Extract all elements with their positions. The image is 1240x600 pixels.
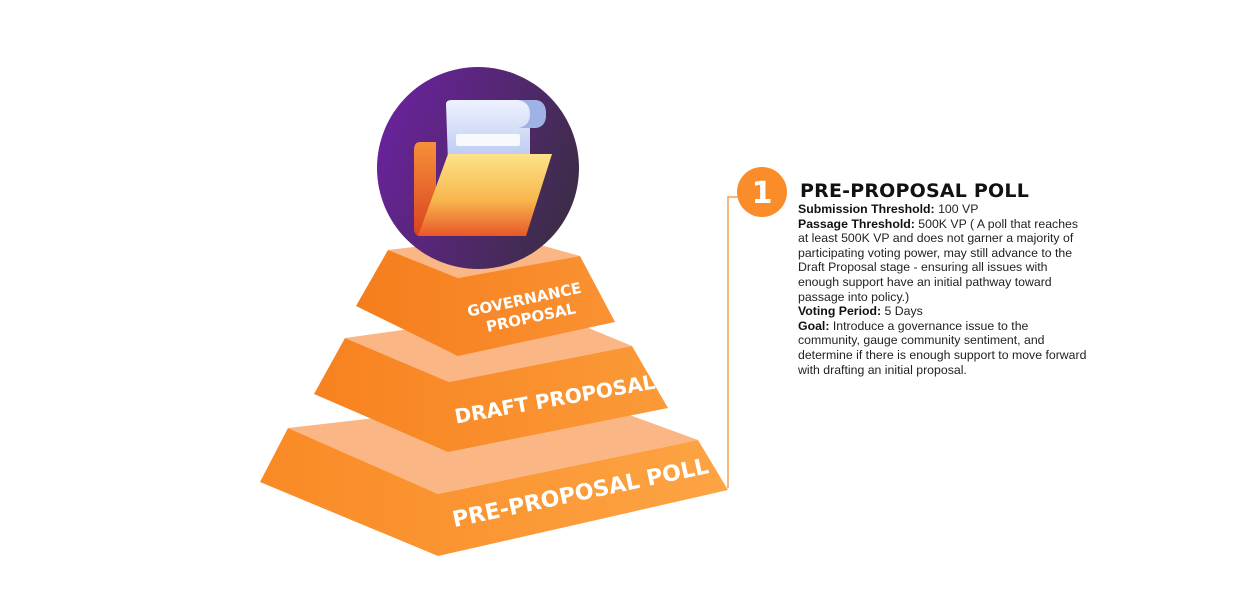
tier-top-front-face <box>356 250 615 356</box>
stage-title: PRE-PROPOSAL POLL <box>800 180 1030 202</box>
voting-period: Voting Period: 5 Days <box>798 304 1090 319</box>
goal-label: Goal: <box>798 318 830 333</box>
tier-bottom-front-face <box>260 428 728 556</box>
submission-threshold: Submission Threshold: 100 VP <box>798 202 1090 217</box>
tier-middle-front-face <box>314 338 668 452</box>
governance-emblem <box>377 67 579 269</box>
submission-threshold-value: 100 VP <box>934 202 979 216</box>
submission-threshold-label: Submission Threshold: <box>798 202 935 216</box>
passage-threshold: Passage Threshold: 500K VP ( A poll that… <box>798 217 1090 305</box>
stage-details-panel: PRE-PROPOSAL POLL Submission Threshold: … <box>798 180 1090 377</box>
connector-line <box>727 196 740 488</box>
step-number-badge: 1 <box>737 167 787 217</box>
step-number: 1 <box>752 176 773 211</box>
passage-threshold-value: 500K VP ( A poll that reaches at least 5… <box>798 216 1079 304</box>
open-folder-with-document-icon <box>414 100 552 236</box>
goal-value: Introduce a governance issue to the comm… <box>798 318 1087 377</box>
goal: Goal: Introduce a governance issue to th… <box>798 319 1090 377</box>
passage-threshold-label: Passage Threshold: <box>798 216 915 231</box>
voting-period-value: 5 Days <box>881 304 923 319</box>
voting-period-label: Voting Period: <box>798 304 882 319</box>
